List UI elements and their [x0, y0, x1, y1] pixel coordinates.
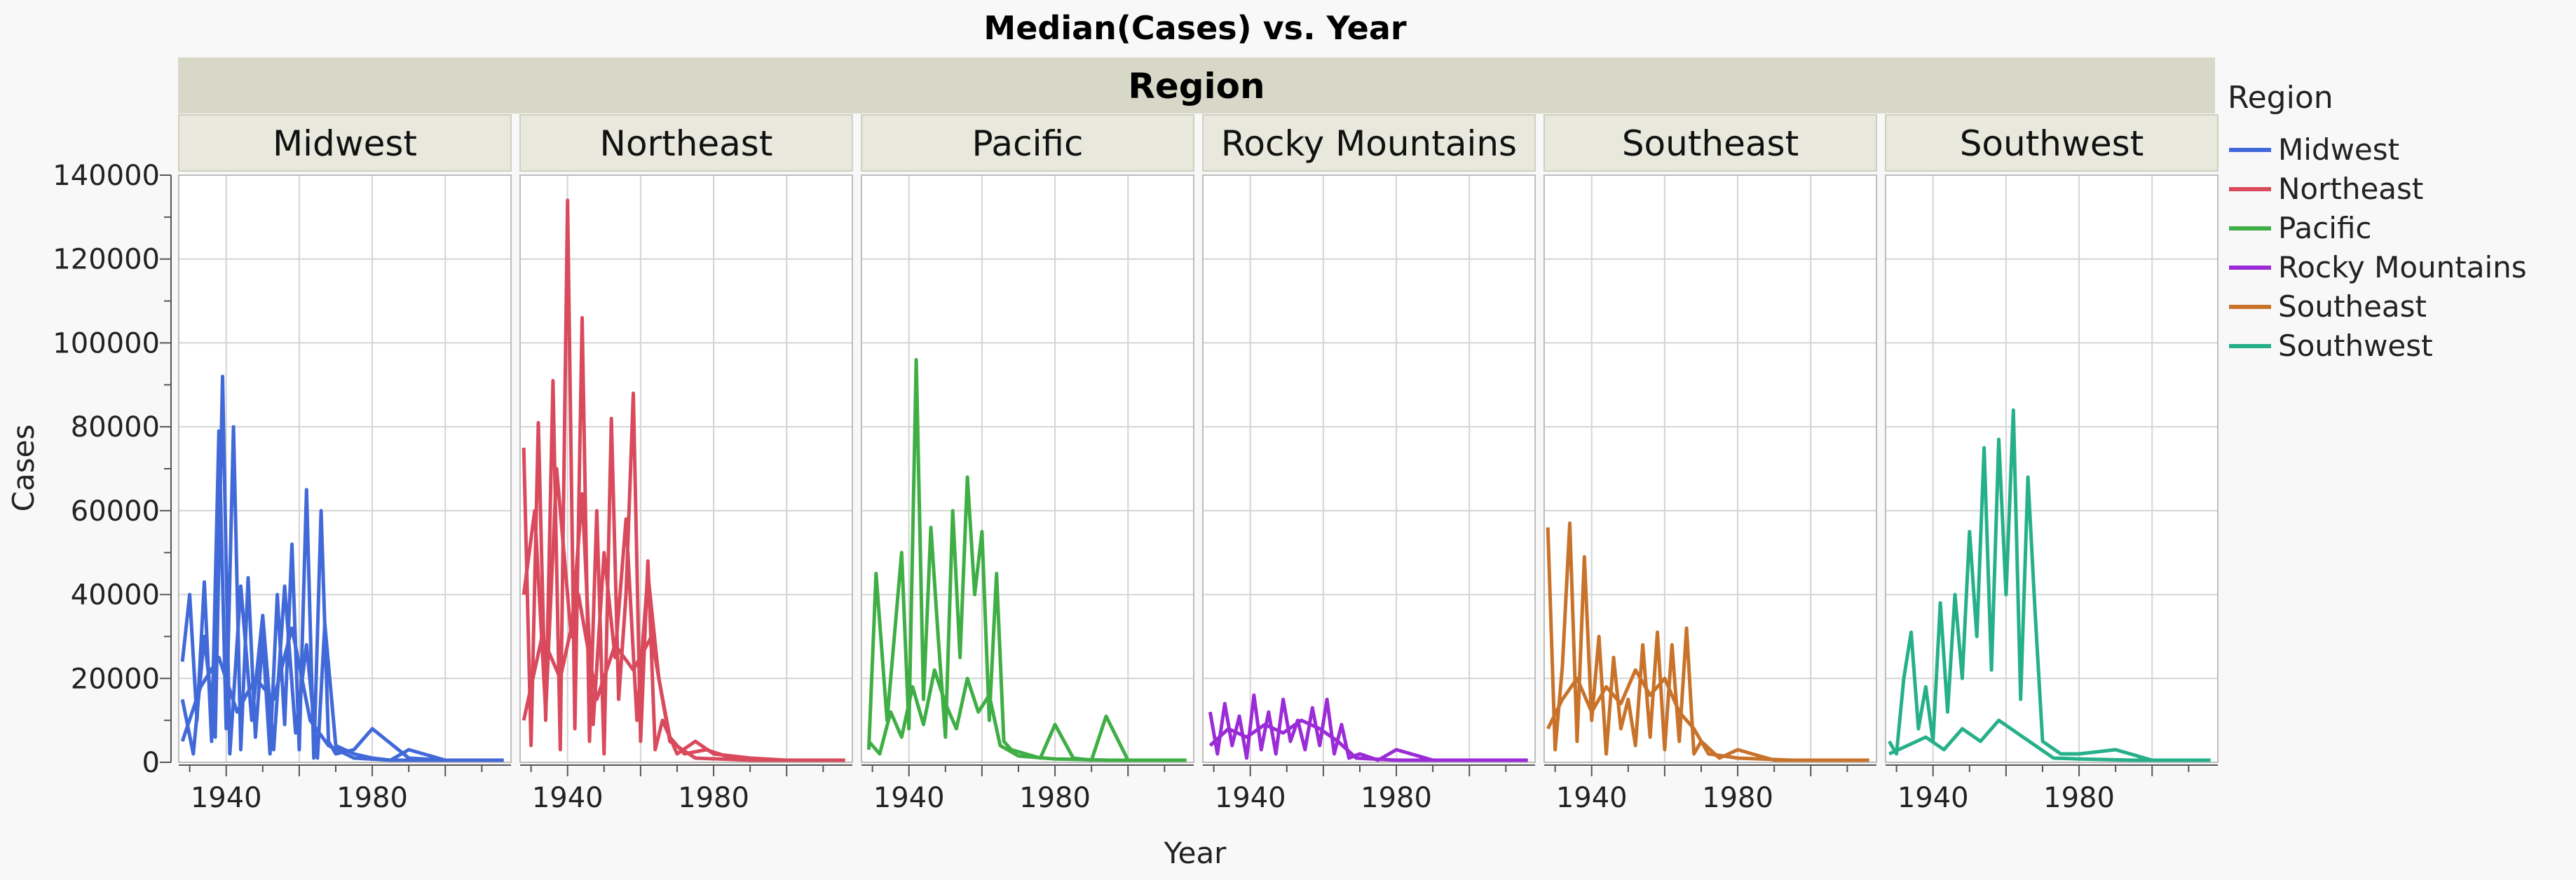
x-tick-label: 1980: [1361, 782, 1432, 814]
x-tick-label: 1940: [1556, 782, 1628, 814]
x-tick-label: 1980: [336, 782, 408, 814]
facet-label: Rocky Mountains: [1221, 123, 1517, 164]
x-tick-label: 1940: [191, 782, 262, 814]
legend-item: Southeast: [2229, 289, 2427, 324]
x-tick-label: 1940: [532, 782, 604, 814]
y-tick-label: 20000: [71, 663, 160, 695]
facet-label: Midwest: [273, 123, 417, 164]
facet-label-box: [1202, 114, 1536, 172]
x-tick-label: 1980: [1019, 782, 1091, 814]
series-line-rocky-mountains: [1208, 718, 1528, 762]
series-line-pacific: [866, 357, 1187, 762]
facet-label-box: [178, 114, 512, 172]
y-tick-label: 100000: [53, 327, 160, 359]
y-tick-label: 60000: [71, 495, 160, 528]
facet-label-box: [1543, 114, 1877, 172]
series-line-pacific: [867, 668, 1187, 762]
legend-label: Rocky Mountains: [2278, 250, 2527, 284]
series-line-southwest: [1888, 718, 2211, 762]
legend-item: Midwest: [2229, 132, 2399, 167]
legend-label: Southwest: [2278, 329, 2433, 363]
series-line-southeast: [1546, 668, 1869, 762]
x-tick-label: 1980: [1702, 782, 1773, 814]
facet-label: Pacific: [972, 123, 1084, 164]
x-tick-label: 1940: [1897, 782, 1969, 814]
x-tick-label: 1980: [2043, 782, 2115, 814]
legend-item: Southwest: [2229, 329, 2433, 363]
y-tick-label: 40000: [71, 579, 160, 612]
legend-item: Pacific: [2229, 211, 2372, 245]
y-tick-label: 80000: [71, 411, 160, 444]
plot-border: [1543, 174, 1877, 763]
x-axis-label: Year: [1164, 836, 1227, 870]
facet-label: Southwest: [1960, 123, 2144, 164]
y-axis: 0 20000 40000 60000 80000 100000 120000 140000: [53, 160, 172, 779]
plot-area: [1203, 175, 1535, 762]
y-axis-label: Cases: [6, 425, 41, 512]
group-title: Region: [1128, 66, 1265, 106]
y-tick-label: 120000: [53, 244, 160, 276]
legend-item: Rocky Mountains: [2229, 250, 2527, 284]
plot-border: [178, 174, 512, 763]
legend-item: Northeast: [2229, 172, 2423, 206]
facet-panels: Midwest 1940 1980 Northeast 1940 1980 Pacific 1…: [178, 114, 2219, 814]
x-tick-label: 1940: [873, 782, 945, 814]
facet-label-box: [1885, 114, 2219, 172]
legend-title: Region: [2228, 80, 2333, 116]
legend-items: Midwest Northeast Pacific Rocky Mountains So…: [2229, 132, 2527, 363]
series-line-southwest: [1888, 408, 2211, 762]
facet-rocky-mountains: Rocky Mountains 1940 1980: [1202, 114, 1536, 814]
legend: Region Midwest Northeast Pacific Rocky Moun…: [2228, 80, 2527, 363]
plot-border: [861, 174, 1194, 763]
facet-label: Southeast: [1622, 123, 1799, 164]
series-line-northeast: [522, 467, 845, 762]
plot-area: [1886, 175, 2218, 762]
plot-border: [519, 174, 853, 763]
facet-pacific: Pacific 1940 1980: [861, 114, 1194, 814]
series-line-northeast: [522, 593, 845, 762]
legend-label: Southeast: [2278, 289, 2427, 324]
group-header: [178, 57, 2215, 114]
series-line-northeast: [522, 198, 845, 762]
series-line-midwest: [180, 626, 504, 762]
x-tick-label: 1940: [1215, 782, 1286, 814]
x-tick-label: 1980: [678, 782, 749, 814]
legend-label: Midwest: [2278, 132, 2399, 167]
facet-midwest: Midwest 1940 1980: [178, 114, 512, 814]
facet-label-box: [519, 114, 853, 172]
chart-title: Median(Cases) vs. Year: [983, 9, 1406, 47]
facet-northeast: Northeast 1940 1980: [519, 114, 853, 814]
legend-label: Pacific: [2278, 211, 2372, 245]
facet-label: Northeast: [600, 123, 773, 164]
facet-southwest: Southwest 1940 1980: [1885, 114, 2219, 814]
y-tick-label: 0: [142, 747, 160, 779]
plot-border: [1202, 174, 1536, 763]
y-tick-label: 140000: [53, 160, 160, 192]
facet-label-box: [861, 114, 1194, 172]
facet-southeast: Southeast 1940 1980: [1543, 114, 1877, 814]
plot-border: [1885, 174, 2219, 763]
legend-label: Northeast: [2278, 172, 2423, 206]
